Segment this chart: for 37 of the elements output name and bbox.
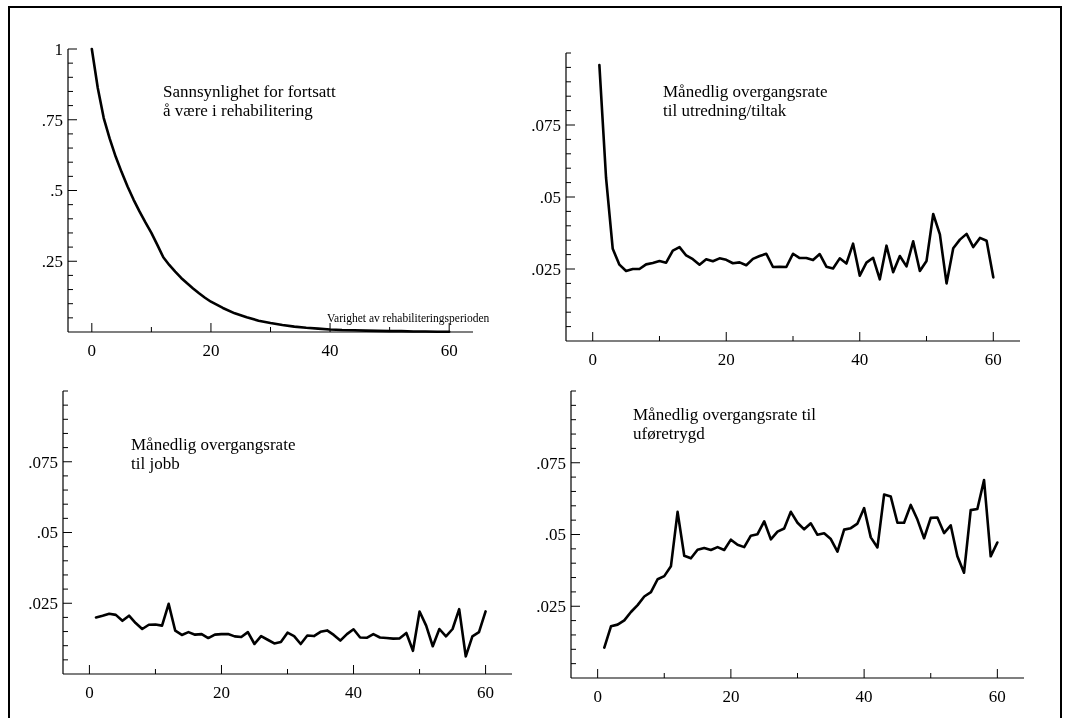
- text: Månedlig overgangsrate til jobb: [131, 435, 296, 473]
- line-series: [603, 478, 999, 649]
- text: Månedlig overgangsrate til uføretrygd: [633, 405, 817, 443]
- x-tick-label: 40: [851, 350, 869, 369]
- x-tick-label: 0: [593, 687, 602, 706]
- y-tick-label: .075: [28, 452, 58, 472]
- line-series: [598, 63, 995, 285]
- x-tick-label: 40: [345, 683, 363, 702]
- y-tick-label: .075: [531, 115, 561, 135]
- y-tick-label: .75: [41, 110, 63, 130]
- x-tick-label: 40: [855, 687, 873, 706]
- x-axis-title: Varighet av rehabiliteringsperioden: [327, 312, 490, 325]
- x-tick-label: 40: [321, 341, 339, 360]
- x-tick-label: 20: [722, 687, 740, 706]
- x-tick-label: 0: [588, 350, 597, 369]
- x-tick-label: 60: [440, 341, 458, 360]
- y-tick-label: 1: [54, 39, 63, 59]
- y-tick-label: .075: [536, 453, 566, 473]
- y-tick-label: .05: [539, 187, 561, 207]
- x-tick-label: 60: [984, 350, 1002, 369]
- text: Sannsynlighet for fortsatt å være i rehabilitering: [163, 82, 337, 120]
- y-tick-label: .025: [531, 259, 561, 279]
- x-tick-label: 20: [717, 350, 735, 369]
- y-tick-label: .025: [28, 594, 58, 614]
- y-tick-label: .05: [36, 523, 58, 543]
- y-tick-label: .25: [41, 252, 63, 272]
- x-tick-label: 0: [87, 341, 97, 360]
- y-tick-label: .5: [50, 181, 63, 201]
- y-tick-label: .05: [544, 525, 566, 545]
- x-tick-label: 0: [85, 683, 94, 702]
- text: Månedlig overgangsrate til utredning/tiltak: [663, 82, 828, 120]
- x-tick-label: 60: [988, 687, 1006, 706]
- x-tick-label: 20: [212, 683, 230, 702]
- x-tick-label: 60: [477, 683, 495, 702]
- x-tick-label: 20: [202, 341, 220, 360]
- line-series: [94, 602, 487, 658]
- y-tick-label: .025: [536, 597, 566, 617]
